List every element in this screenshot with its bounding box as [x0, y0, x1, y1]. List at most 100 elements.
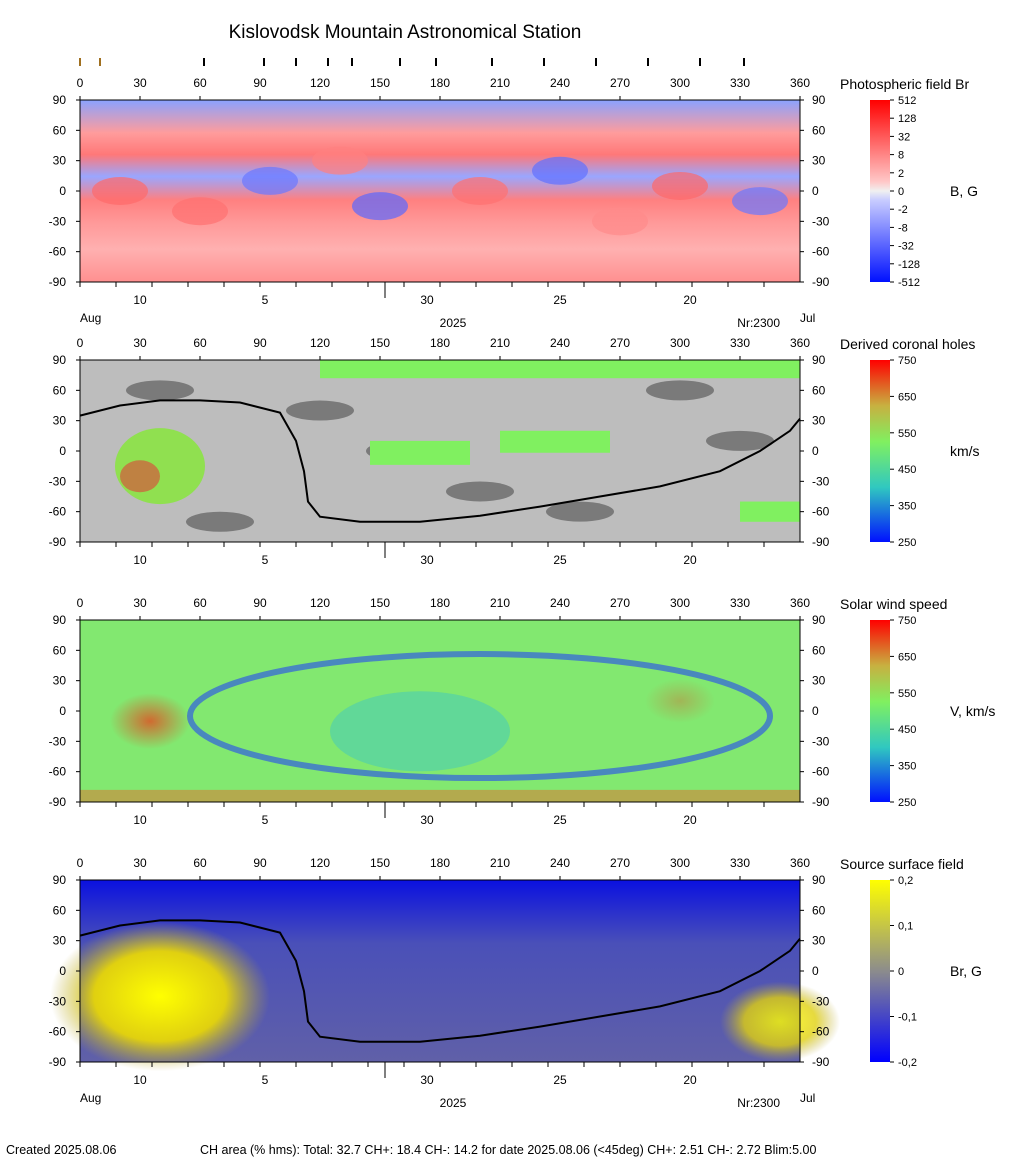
- panel-title: Derived coronal holes: [840, 336, 975, 352]
- panel-title: Solar wind speed: [840, 596, 947, 612]
- lat-tick-label: 30: [812, 154, 826, 168]
- lat-tick-label: 90: [53, 873, 67, 887]
- lon-tick-label: 30: [133, 336, 147, 350]
- lon-tick-label: 120: [310, 856, 330, 870]
- colorbar-tick-label: 250: [898, 797, 916, 809]
- colorbar-tick-label: 650: [898, 651, 916, 663]
- lon-tick-label: 180: [430, 336, 450, 350]
- lat-tick-label: -90: [49, 535, 67, 549]
- panel-title: Source surface field: [840, 856, 964, 872]
- lon-tick-label: 330: [730, 76, 750, 90]
- colorbar-tick-label: 750: [898, 355, 916, 367]
- lon-tick-label: 180: [430, 76, 450, 90]
- lon-tick-label: 300: [670, 76, 690, 90]
- lon-tick-label: 0: [77, 336, 84, 350]
- lat-tick-label: -60: [49, 1025, 67, 1039]
- lon-tick-label: 90: [253, 856, 267, 870]
- colorbar-tick-label: -128: [898, 259, 920, 271]
- lat-tick-label: -90: [49, 795, 67, 809]
- neutral-line: [79, 399, 801, 523]
- lat-tick-label: -30: [49, 734, 67, 748]
- colorbar-tick-label: -8: [898, 222, 908, 234]
- date-tick-label: 25: [553, 1073, 567, 1087]
- date-tick-label: 25: [553, 553, 567, 567]
- date-tick-label: 25: [553, 293, 567, 307]
- lat-tick-label: -30: [49, 994, 67, 1008]
- colorbar-tick-label: 128: [898, 113, 916, 125]
- lat-tick-label: -30: [812, 994, 830, 1008]
- lon-tick-label: 0: [77, 76, 84, 90]
- colorbar-tick-label: 250: [898, 537, 916, 549]
- lon-tick-label: 90: [253, 76, 267, 90]
- lat-tick-label: -30: [812, 734, 830, 748]
- date-tick-label: 30: [420, 1073, 434, 1087]
- lat-tick-label: 0: [812, 184, 819, 198]
- created-date: Created 2025.08.06: [6, 1143, 117, 1157]
- lat-tick-label: -60: [49, 245, 67, 259]
- date-tick-label: 5: [262, 553, 269, 567]
- lon-tick-label: 270: [610, 596, 630, 610]
- lat-tick-label: 30: [53, 934, 67, 948]
- date-tick-label: 20: [683, 1073, 697, 1087]
- lon-tick-label: 270: [610, 856, 630, 870]
- lon-tick-label: 240: [550, 856, 570, 870]
- lon-tick-label: 150: [370, 76, 390, 90]
- lat-tick-label: 30: [53, 154, 67, 168]
- lon-tick-label: 360: [790, 76, 810, 90]
- date-tick-label: 10: [133, 553, 147, 567]
- lon-tick-label: 30: [133, 856, 147, 870]
- lat-tick-label: 90: [53, 613, 67, 627]
- lon-tick-label: 150: [370, 596, 390, 610]
- lon-tick-label: 60: [193, 336, 207, 350]
- colorbar-tick-label: 750: [898, 615, 916, 627]
- unit-label: B, G: [950, 183, 978, 199]
- lat-tick-label: -30: [49, 214, 67, 228]
- lon-tick-label: 60: [193, 76, 207, 90]
- lon-tick-label: 60: [193, 596, 207, 610]
- date-tick-label: 5: [262, 813, 269, 827]
- lat-tick-label: -60: [812, 765, 830, 779]
- colorbar-tick-label: 0: [898, 186, 904, 198]
- lon-tick-label: 120: [310, 76, 330, 90]
- colorbar: [870, 620, 890, 802]
- colorbar-tick-label: 0: [898, 966, 904, 978]
- panel-4-map: [50, 880, 840, 1072]
- lon-tick-label: 90: [253, 336, 267, 350]
- rotation-label: Nr:2300: [737, 316, 780, 330]
- date-tick-label: 10: [133, 813, 147, 827]
- lat-tick-label: 30: [812, 674, 826, 688]
- lat-tick-label: -90: [49, 1055, 67, 1069]
- lon-tick-label: 270: [610, 336, 630, 350]
- panel-2-map: [79, 360, 801, 542]
- colorbar-tick-label: -32: [898, 241, 914, 253]
- colorbar-tick-label: -512: [898, 277, 920, 289]
- colorbar-tick-label: 350: [898, 761, 916, 773]
- lat-tick-label: 60: [812, 643, 826, 657]
- page-title: Kislovodsk Mountain Astronomical Station: [229, 22, 582, 43]
- colorbar-tick-label: -0,1: [898, 1012, 917, 1024]
- date-tick-label: 20: [683, 553, 697, 567]
- year-label: 2025: [440, 316, 467, 330]
- lon-tick-label: 60: [193, 856, 207, 870]
- lon-tick-label: 180: [430, 856, 450, 870]
- lat-tick-label: -60: [49, 765, 67, 779]
- lon-tick-label: 0: [77, 856, 84, 870]
- lat-tick-label: 0: [59, 184, 66, 198]
- lat-tick-label: -30: [812, 214, 830, 228]
- date-tick-label: 20: [683, 813, 697, 827]
- lon-tick-label: 150: [370, 336, 390, 350]
- lon-tick-label: 360: [790, 856, 810, 870]
- neutral-line: [79, 919, 801, 1043]
- month-right-label: Jul: [800, 311, 815, 325]
- lat-tick-label: 90: [53, 353, 67, 367]
- colorbar-tick-label: 0,1: [898, 921, 913, 933]
- coronal-hole-summary: CH area (% hms): Total: 32.7 CH+: 18.4 C…: [200, 1143, 817, 1157]
- lat-tick-label: 60: [53, 123, 67, 137]
- lon-tick-label: 330: [730, 596, 750, 610]
- date-tick-label: 5: [262, 293, 269, 307]
- lat-tick-label: 0: [59, 704, 66, 718]
- lat-tick-label: 0: [812, 704, 819, 718]
- lon-tick-label: 330: [730, 336, 750, 350]
- lon-tick-label: 90: [253, 596, 267, 610]
